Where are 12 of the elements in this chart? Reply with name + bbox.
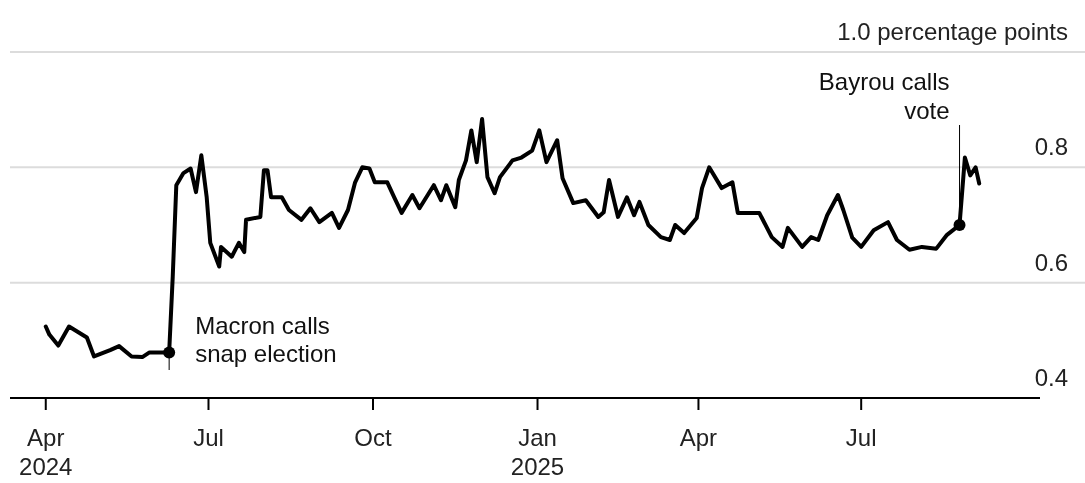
annotation: Bayrou calls vote: [818, 68, 950, 124]
y-tick-label: 0.8: [1034, 133, 1068, 161]
y-tick-label: 0.4: [1034, 364, 1068, 391]
y-tick-label: 0.6: [1034, 248, 1068, 276]
x-tick-label: Jan 2025: [510, 424, 565, 480]
x-tick-label: Jul: [193, 424, 224, 451]
x-tick-label: Apr: [679, 424, 718, 451]
annotation: Macron calls snap election: [195, 312, 337, 368]
x-tick-label: Oct: [354, 424, 392, 451]
y-tick-label: 1.0 percentage points: [837, 18, 1068, 45]
x-tick-label: Apr 2024: [19, 424, 73, 480]
x-tick-label: Jul: [845, 424, 877, 451]
